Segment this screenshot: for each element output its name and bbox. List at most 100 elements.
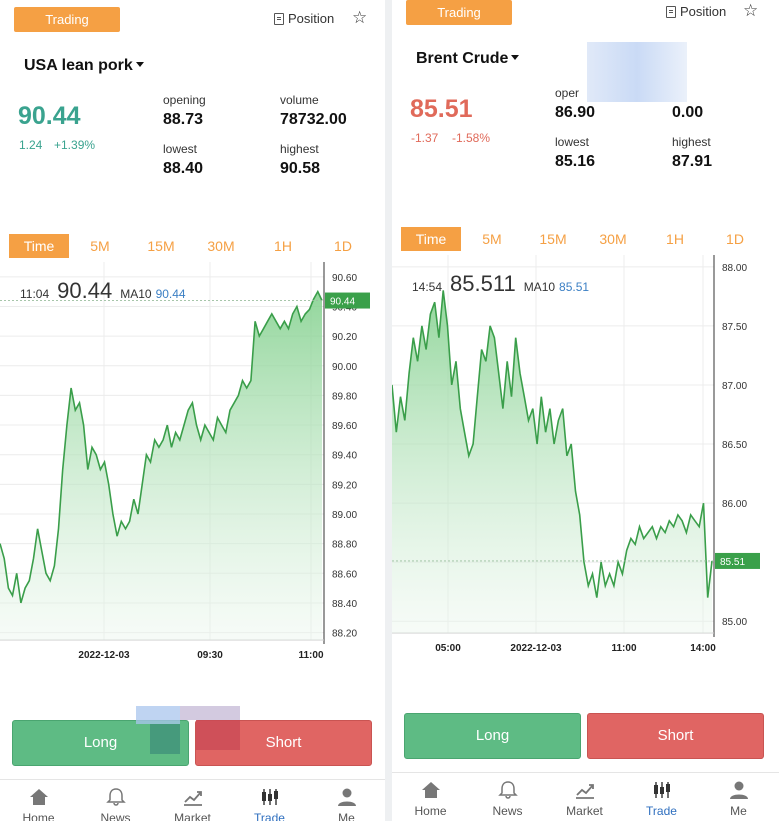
tab-1d[interactable]: 1D	[334, 238, 352, 254]
info-time: 11:04	[20, 287, 50, 301]
tab-5m[interactable]: 5M	[482, 231, 502, 247]
candlestick-icon	[653, 782, 670, 798]
y-tick-label: 90.00	[332, 362, 357, 373]
trading-badge[interactable]: Trading	[14, 7, 120, 32]
nav-home[interactable]: Home	[392, 773, 469, 821]
y-tick-label: 88.00	[722, 263, 747, 274]
y-tick-label: 89.40	[332, 451, 357, 462]
document-icon	[666, 5, 676, 18]
x-tick-label: 2022-12-03	[510, 643, 562, 654]
price-change: -1.37	[411, 131, 439, 145]
nav-market[interactable]: Market	[546, 773, 623, 821]
tab-30m[interactable]: 30M	[599, 231, 627, 247]
position-button[interactable]: Position	[274, 11, 334, 26]
position-button[interactable]: Position	[666, 4, 726, 19]
caret-down-icon	[511, 55, 520, 60]
highest-value: 90.58	[280, 160, 321, 177]
area-fill	[392, 290, 712, 633]
tab-time[interactable]: Time	[401, 227, 461, 251]
position-label: Position	[288, 11, 335, 26]
nav-news[interactable]: News	[469, 773, 546, 821]
x-tick-label: 05:00	[435, 643, 461, 654]
y-tick-label: 86.00	[722, 499, 747, 510]
user-icon	[337, 788, 356, 806]
star-icon[interactable]: ☆	[352, 8, 368, 27]
right-phone-panel: Trading Position ☆ Brent Crude 85.51 -1.…	[392, 0, 779, 821]
left-phone-panel: Trading Position ☆ USA lean pork 90.44 1…	[0, 0, 385, 821]
nav-home-label: Home	[22, 811, 55, 821]
tab-time[interactable]: Time	[9, 234, 69, 258]
info-ma-label: MA10	[120, 287, 152, 301]
nav-home[interactable]: Home	[0, 780, 77, 821]
tab-15m[interactable]: 15M	[147, 238, 175, 254]
price-chart[interactable]: 88.20 88.40 88.60 88.80 89.00 89.20 89.40 89.60…	[0, 262, 385, 662]
volume-label: volume	[280, 93, 319, 107]
opening-value: 88.73	[163, 111, 204, 128]
info-ma-label: MA10	[523, 280, 556, 294]
tab-30m[interactable]: 30M	[207, 238, 235, 254]
instrument-selector[interactable]: USA lean pork	[24, 57, 144, 75]
blur-overlay	[136, 706, 180, 724]
x-tick-label: 09:30	[197, 650, 223, 661]
current-price-label: 85.51	[720, 557, 745, 568]
nav-trade[interactable]: Trade	[231, 780, 308, 821]
nav-home-label: Home	[414, 804, 447, 818]
bottom-nav: Home News Market Trade Me	[0, 779, 385, 821]
y-tick-label: 90.60	[332, 273, 357, 284]
tab-1d[interactable]: 1D	[726, 231, 744, 247]
chart-info-line: 11:04 90.44 MA10 90.44	[20, 278, 186, 304]
price-change-percent: -1.58%	[452, 131, 491, 145]
tab-5m[interactable]: 5M	[90, 238, 110, 254]
tab-1h[interactable]: 1H	[274, 238, 292, 254]
timeframe-tabs: Time 5M 15M 30M 1H 1D	[0, 234, 385, 258]
nav-me-label: Me	[338, 811, 355, 821]
chart-trend-icon	[575, 784, 594, 799]
nav-market-label: Market	[566, 804, 603, 818]
y-tick-label: 88.20	[332, 629, 357, 640]
trading-badge[interactable]: Trading	[406, 0, 512, 25]
price-chart[interactable]: 85.0085.5086.0086.5087.0087.5088.0005:00…	[392, 255, 779, 660]
position-label: Position	[680, 4, 727, 19]
long-button[interactable]: Long	[404, 713, 581, 759]
nav-news-label: News	[100, 811, 131, 821]
instrument-selector[interactable]: Brent Crude	[416, 50, 520, 68]
lowest-label: lowest	[555, 135, 590, 149]
chart-trend-icon	[183, 791, 202, 806]
nav-news[interactable]: News	[77, 780, 154, 821]
y-tick-label: 88.80	[332, 540, 357, 551]
y-tick-label: 85.00	[722, 617, 747, 628]
star-icon[interactable]: ☆	[743, 1, 759, 20]
nav-trade-label: Trade	[254, 811, 285, 821]
highest-label: highest	[280, 142, 319, 156]
nav-market[interactable]: Market	[154, 780, 231, 821]
y-tick-label: 86.50	[722, 440, 747, 451]
caret-down-icon	[135, 62, 144, 67]
lowest-value: 88.40	[163, 160, 204, 177]
nav-me[interactable]: Me	[308, 780, 385, 821]
nav-me-label: Me	[730, 804, 747, 818]
highest-label: highest	[672, 135, 711, 149]
short-button[interactable]: Short	[587, 713, 764, 759]
blur-overlay	[150, 724, 180, 754]
y-tick-label: 89.60	[332, 421, 357, 432]
blur-overlay	[180, 706, 240, 720]
opening-value: 86.90	[555, 104, 596, 121]
nav-trade[interactable]: Trade	[623, 773, 700, 821]
y-tick-label: 90.20	[332, 332, 357, 343]
info-price: 85.511	[450, 271, 516, 296]
x-tick-label: 11:00	[611, 643, 636, 654]
y-tick-label: 87.00	[722, 381, 747, 392]
y-tick-label: 87.50	[722, 322, 747, 333]
tab-15m[interactable]: 15M	[539, 231, 567, 247]
current-price: 90.44	[18, 102, 81, 130]
bell-icon	[497, 781, 518, 799]
lowest-label: lowest	[163, 142, 198, 156]
current-price-box	[325, 292, 370, 309]
nav-trade-label: Trade	[646, 804, 677, 818]
lowest-value: 85.16	[555, 153, 596, 170]
tab-1h[interactable]: 1H	[666, 231, 684, 247]
nav-me[interactable]: Me	[700, 773, 777, 821]
info-time: 14:54	[412, 280, 443, 294]
current-price-box	[715, 552, 760, 569]
document-icon	[274, 12, 284, 25]
